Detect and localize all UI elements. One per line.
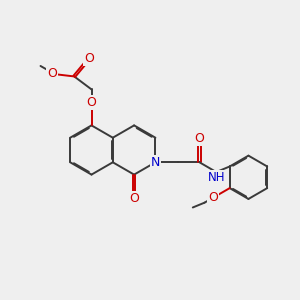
Text: O: O [195, 132, 205, 146]
Text: N: N [151, 156, 160, 169]
Text: O: O [84, 52, 94, 65]
Text: O: O [87, 96, 96, 109]
Text: NH: NH [208, 171, 225, 184]
Text: O: O [208, 191, 218, 204]
Text: O: O [47, 67, 57, 80]
Text: O: O [129, 191, 139, 205]
